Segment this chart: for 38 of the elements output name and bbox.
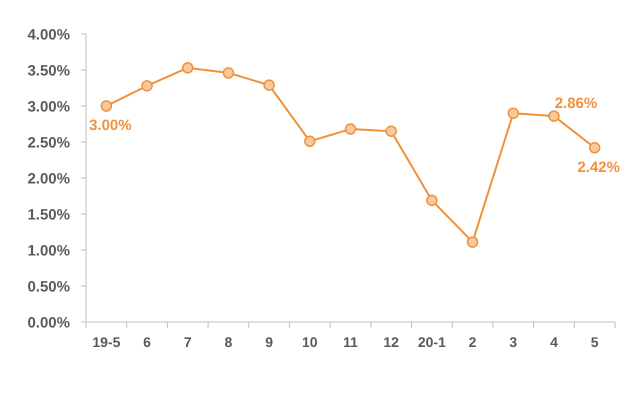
x-tick-label: 9 [265,334,274,350]
data-label: 2.42% [577,158,620,176]
x-tick-label: 7 [184,334,192,350]
x-tick-label: 12 [383,334,400,350]
point [466,236,478,248]
y-tick-label: 3.00% [27,98,70,116]
x-tick-label: 5 [590,334,599,350]
point [100,100,112,112]
point [588,142,600,154]
point [263,79,275,91]
x-tick-label: 10 [302,334,318,350]
y-tick-label: 2.00% [27,170,70,188]
y-tick-label: 1.00% [27,242,70,260]
y-tick-label: 3.50% [27,62,70,80]
x-tick-label: 3 [509,334,518,350]
x-tick-label: 20-1 [418,334,446,350]
y-tick-label: 4.00% [27,26,70,44]
y-tick-label: 2.50% [27,134,70,152]
y-tick-label: 0.00% [27,314,70,332]
x-tick-label: 4 [550,334,558,350]
point [222,67,234,79]
data-label: 2.86% [554,95,598,112]
x-tick-label: 19-5 [92,334,121,350]
point [304,136,316,148]
point [182,62,194,74]
point [548,110,560,122]
x-tick-label: 8 [224,334,233,350]
point [385,125,397,137]
point [508,107,520,119]
x-tick-label: 11 [343,334,358,350]
point [426,194,438,206]
y-tick-label: 0.50% [27,278,70,296]
x-tick-label: 2 [468,334,477,350]
point [344,123,356,135]
point [141,80,153,92]
y-tick-label: 1.50% [27,206,70,224]
data-label: 3.00% [89,117,132,134]
x-tick-label: 6 [143,334,152,350]
